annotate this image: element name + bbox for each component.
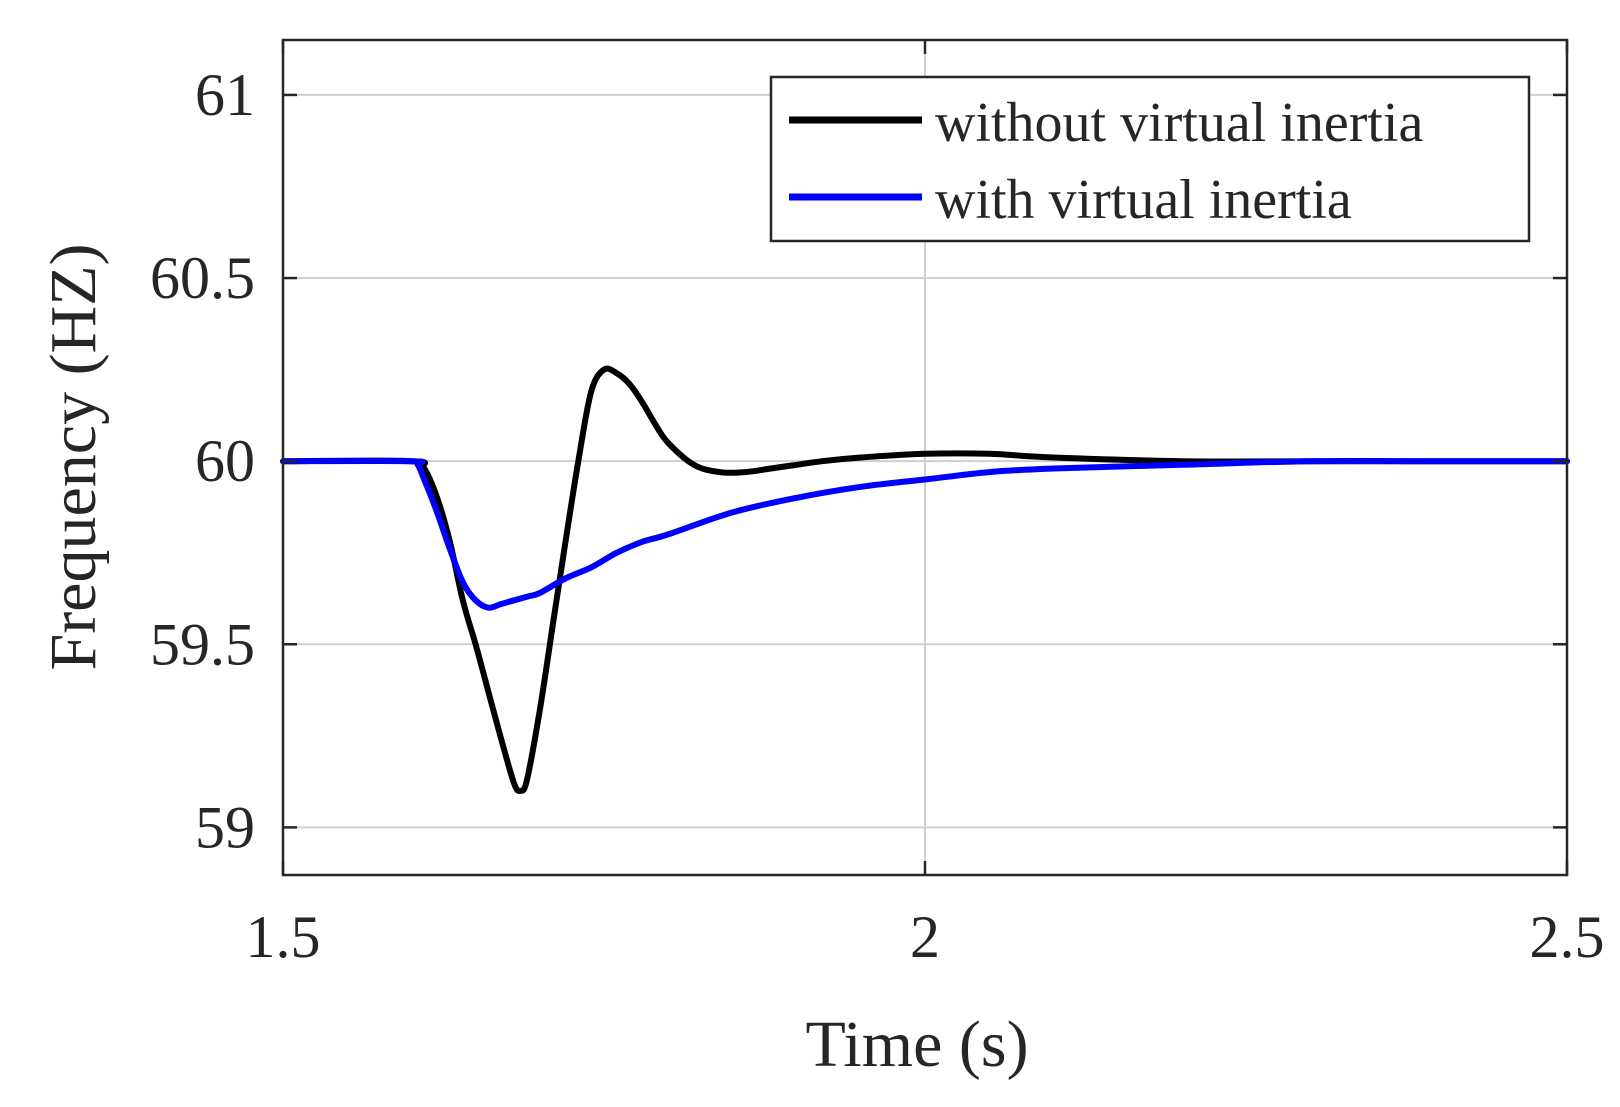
y-tick-label: 59: [195, 794, 255, 860]
legend-label-without-virtual-inertia: without virtual inertia: [935, 92, 1423, 154]
series-line-with-virtual-inertia: [280, 457, 1570, 611]
series-lines: [280, 365, 1570, 795]
x-tick-label: 1.5: [246, 904, 321, 970]
y-tick-label: 61: [195, 62, 255, 128]
series-line-without-virtual-inertia: [280, 365, 1570, 795]
x-tick-label: 2: [910, 904, 940, 970]
axis-ticks: 59 59.5 60 60.5 61 1.5 2 2.5: [150, 40, 1605, 970]
legend-label-with-virtual-inertia: with virtual inertia: [935, 169, 1352, 231]
y-tick-label: 60.5: [150, 245, 255, 311]
legend: without virtual inertia with virtual ine…: [769, 75, 1531, 243]
y-tick-label: 60: [195, 428, 255, 494]
legend-box: [769, 75, 1531, 243]
y-axis-title: Frequency (HZ): [37, 243, 110, 670]
x-axis-title: Time (s): [805, 1008, 1028, 1081]
x-tick-label: 2.5: [1530, 904, 1605, 970]
y-tick-label: 59.5: [150, 611, 255, 677]
